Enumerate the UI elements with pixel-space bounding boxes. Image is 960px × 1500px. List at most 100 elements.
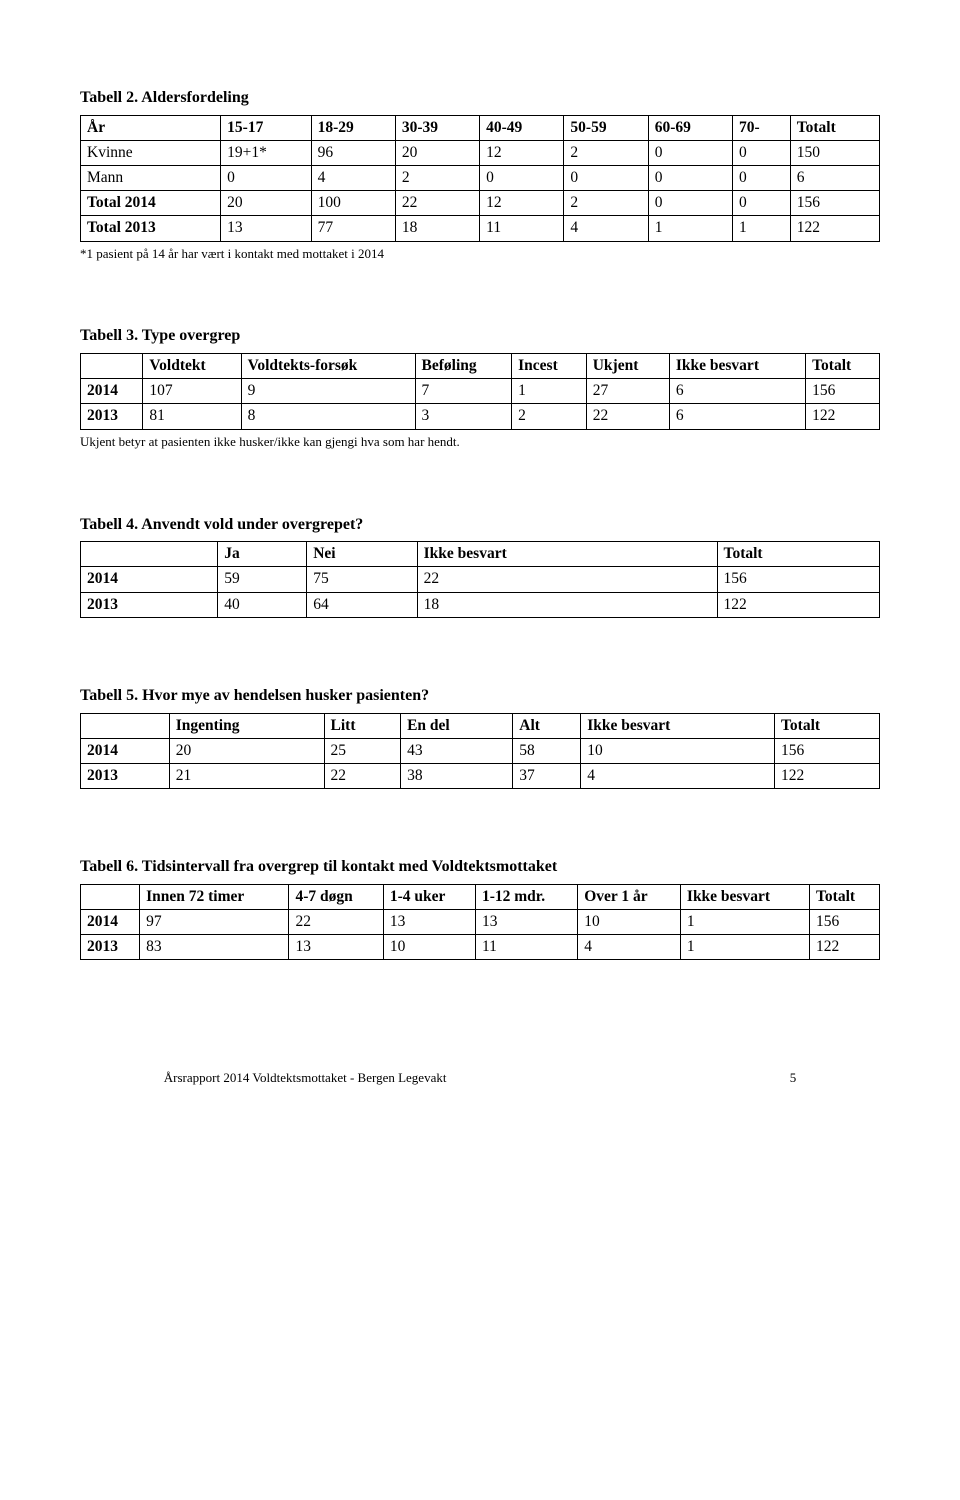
table-row: 2013 40 64 18 122	[81, 592, 880, 617]
col-header: Innen 72 timer	[140, 884, 289, 909]
table-row: Total 2014 20 100 22 12 2 0 0 156	[81, 191, 880, 216]
col-header: 50-59	[564, 115, 648, 140]
cell: 0	[732, 140, 790, 165]
cell: 83	[140, 935, 289, 960]
table-row: Total 2013 13 77 18 11 4 1 1 122	[81, 216, 880, 241]
col-header: 18-29	[311, 115, 395, 140]
col-header: År	[81, 115, 221, 140]
cell: 100	[311, 191, 395, 216]
col-header: 30-39	[395, 115, 479, 140]
cell: 2013	[81, 404, 143, 429]
table6: Innen 72 timer 4-7 døgn 1-4 uker 1-12 md…	[80, 884, 880, 960]
cell: 0	[732, 166, 790, 191]
col-header: Over 1 år	[578, 884, 681, 909]
cell: 1	[648, 216, 732, 241]
table-row: 2014 59 75 22 156	[81, 567, 880, 592]
col-header: Totalt	[790, 115, 879, 140]
col-header: 1-12 mdr.	[475, 884, 577, 909]
col-header: 70-	[732, 115, 790, 140]
table-row: 2013 81 8 3 2 22 6 122	[81, 404, 880, 429]
col-header: Nei	[307, 542, 417, 567]
cell: 0	[564, 166, 648, 191]
cell: 0	[648, 140, 732, 165]
table2-note: *1 pasient på 14 år har vært i kontakt m…	[80, 246, 880, 263]
col-header	[81, 542, 218, 567]
table4-title: Tabell 4. Anvendt vold under overgrepet?	[80, 515, 880, 536]
cell: 2013	[81, 592, 218, 617]
cell: 156	[790, 191, 879, 216]
cell: 122	[717, 592, 879, 617]
cell: 156	[806, 379, 880, 404]
col-header: 15-17	[221, 115, 311, 140]
cell: 13	[383, 909, 475, 934]
table3-note: Ukjent betyr at pasienten ikke husker/ik…	[80, 434, 880, 451]
col-header: Ikke besvart	[417, 542, 717, 567]
cell: 0	[732, 191, 790, 216]
col-header: Ikke besvart	[669, 354, 805, 379]
col-header: Ingenting	[169, 713, 324, 738]
footer-text: Årsrapport 2014 Voldtektsmottaket - Berg…	[164, 1070, 447, 1085]
cell: 21	[169, 763, 324, 788]
cell: 107	[143, 379, 241, 404]
cell: 4	[564, 216, 648, 241]
cell: 2014	[81, 909, 140, 934]
col-header	[81, 884, 140, 909]
cell: 0	[480, 166, 564, 191]
col-header: 1-4 uker	[383, 884, 475, 909]
table-header-row: Innen 72 timer 4-7 døgn 1-4 uker 1-12 md…	[81, 884, 880, 909]
cell: Kvinne	[81, 140, 221, 165]
cell: 4	[311, 166, 395, 191]
table-row: 2014 20 25 43 58 10 156	[81, 738, 880, 763]
cell: 20	[221, 191, 311, 216]
col-header: Voldtekt	[143, 354, 241, 379]
cell: 11	[480, 216, 564, 241]
col-header: 60-69	[648, 115, 732, 140]
cell: 40	[218, 592, 307, 617]
cell: 8	[241, 404, 415, 429]
col-header: Incest	[512, 354, 587, 379]
col-header: Beføling	[415, 354, 512, 379]
col-header	[81, 354, 143, 379]
cell: 22	[324, 763, 401, 788]
table-header-row: Ingenting Litt En del Alt Ikke besvart T…	[81, 713, 880, 738]
table3: Voldtekt Voldtekts-forsøk Beføling Inces…	[80, 353, 880, 429]
cell: 13	[289, 935, 383, 960]
cell: 4	[578, 935, 681, 960]
cell: Total 2014	[81, 191, 221, 216]
table-row: Kvinne 19+1* 96 20 12 2 0 0 150	[81, 140, 880, 165]
col-header: Alt	[513, 713, 581, 738]
cell: 59	[218, 567, 307, 592]
cell: 156	[717, 567, 879, 592]
cell: 122	[806, 404, 880, 429]
cell: 150	[790, 140, 879, 165]
table5-title: Tabell 5. Hvor mye av hendelsen husker p…	[80, 686, 880, 707]
table-row: 2014 107 9 7 1 27 6 156	[81, 379, 880, 404]
cell: 2014	[81, 738, 170, 763]
table-row: 2014 97 22 13 13 10 1 156	[81, 909, 880, 934]
table4: Ja Nei Ikke besvart Totalt 2014 59 75 22…	[80, 541, 880, 617]
cell: Mann	[81, 166, 221, 191]
cell: 1	[512, 379, 587, 404]
cell: 3	[415, 404, 512, 429]
cell: 2014	[81, 379, 143, 404]
table-row: 2013 21 22 38 37 4 122	[81, 763, 880, 788]
page-footer: Årsrapport 2014 Voldtektsmottaket - Berg…	[80, 1070, 880, 1087]
cell: 38	[401, 763, 513, 788]
col-header: 4-7 døgn	[289, 884, 383, 909]
cell: 18	[395, 216, 479, 241]
cell: 2	[512, 404, 587, 429]
table3-title: Tabell 3. Type overgrep	[80, 326, 880, 347]
cell: 1	[680, 909, 809, 934]
cell: 1	[680, 935, 809, 960]
cell: 2	[564, 140, 648, 165]
col-header	[81, 713, 170, 738]
cell: 22	[289, 909, 383, 934]
col-header: Litt	[324, 713, 401, 738]
page-number: 5	[790, 1070, 797, 1087]
table6-title: Tabell 6. Tidsintervall fra overgrep til…	[80, 857, 880, 878]
cell: 81	[143, 404, 241, 429]
table-row: 2013 83 13 10 11 4 1 122	[81, 935, 880, 960]
cell: 12	[480, 140, 564, 165]
cell: 0	[648, 166, 732, 191]
cell: 122	[810, 935, 880, 960]
